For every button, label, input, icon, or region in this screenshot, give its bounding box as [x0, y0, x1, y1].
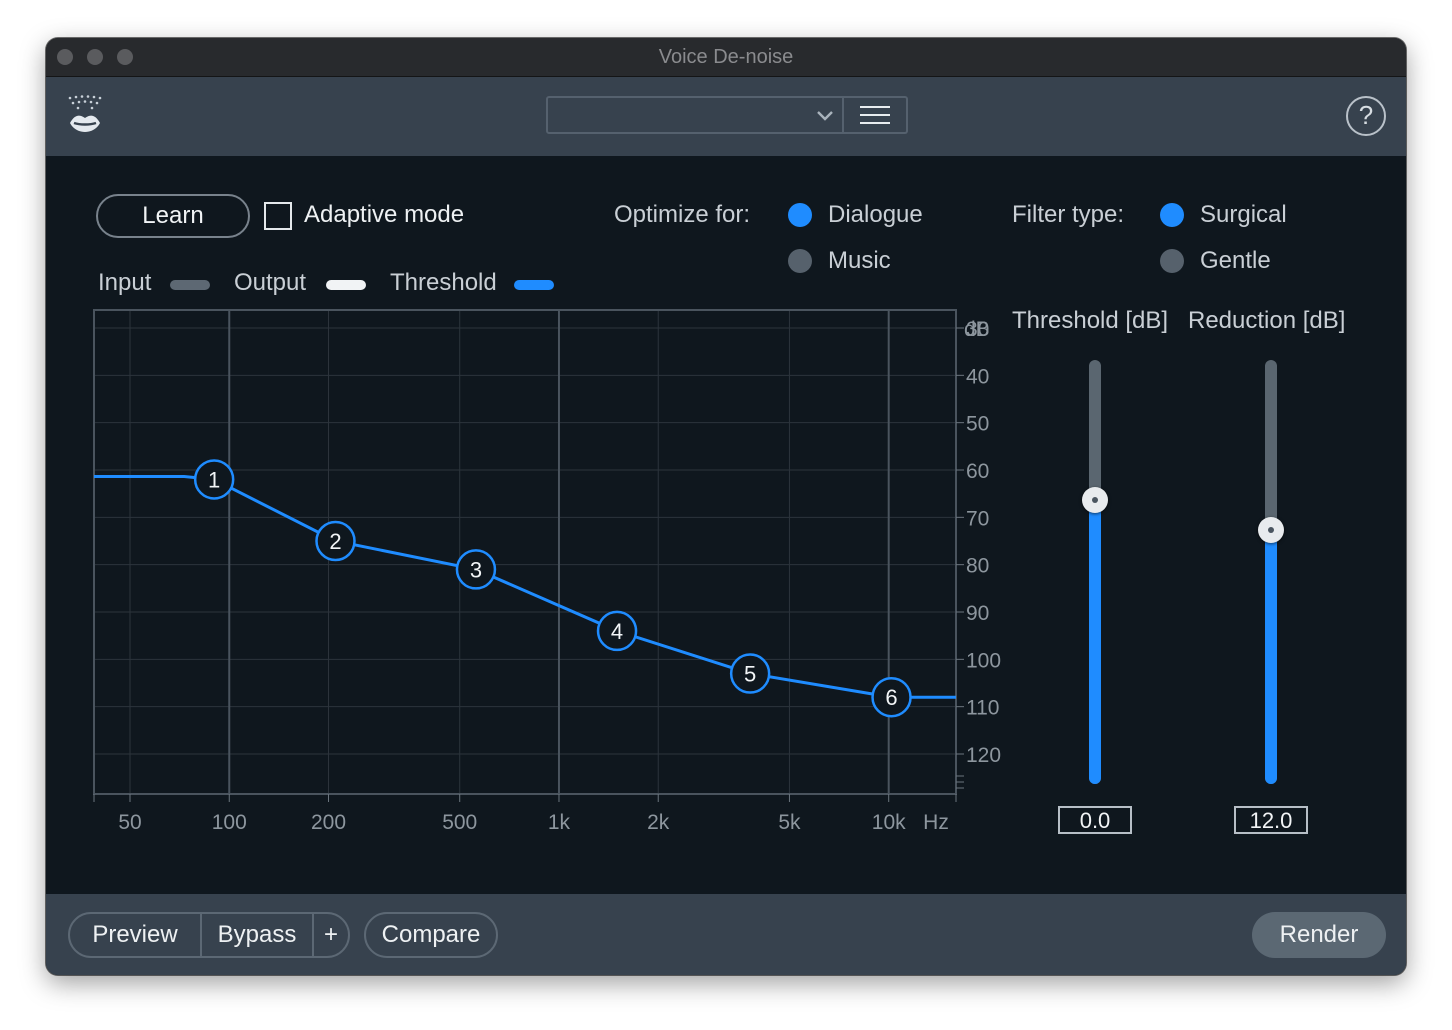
reduction-value-field[interactable]: 12.0	[1234, 806, 1308, 834]
threshold-node-circle[interactable]	[729, 653, 771, 694]
db-tick-label: 90	[966, 602, 989, 625]
db-tick-label: 60	[966, 460, 989, 483]
legend-output-label: Output	[234, 269, 307, 296]
freq-tick-label: 50	[118, 811, 141, 834]
threshold-node-label: 3	[470, 557, 482, 582]
radio-gentle[interactable]	[1160, 249, 1184, 273]
adaptive-mode-label: Adaptive mode	[304, 201, 465, 228]
db-tick-label: 120	[966, 744, 1001, 767]
threshold-node[interactable]: 6	[871, 676, 912, 718]
threshold-curve	[94, 474, 956, 699]
radio-music[interactable]	[788, 249, 812, 273]
radio-gentle-label: Gentle	[1200, 247, 1271, 274]
minimize-window-button[interactable]	[87, 49, 103, 65]
preset-dropdown[interactable]	[546, 96, 844, 134]
adaptive-mode-checkbox[interactable]	[264, 202, 292, 230]
plugin-header: ?	[46, 77, 1406, 156]
threshold-value-field[interactable]: 0.0	[1058, 806, 1132, 834]
reduction-slider-label: Reduction [dB]	[1188, 307, 1346, 334]
main-panel: Learn Adaptive mode Optimize for: Dialog…	[46, 156, 1406, 894]
threshold-node[interactable]: 3	[455, 549, 497, 590]
freq-tick-label: 1k	[548, 811, 571, 834]
freq-tick-label: 200	[311, 811, 346, 834]
radio-surgical[interactable]	[1160, 203, 1184, 227]
grid-vertical	[129, 310, 890, 794]
db-tick-label: 80	[966, 555, 989, 578]
threshold-node-label: 4	[611, 619, 623, 644]
legend-threshold-label: Threshold	[390, 269, 497, 296]
threshold-slider-thumb[interactable]	[1082, 486, 1108, 513]
legend-output-swatch	[326, 280, 366, 290]
title-bar: Voice De-noise	[46, 38, 1406, 77]
threshold-node[interactable]: 2	[315, 520, 356, 562]
freq-tick-label: 10k	[872, 811, 906, 834]
frequency-axis: 50 100 200 500 1k 2k 5k 10k Hz	[93, 794, 957, 834]
threshold-node-label: 5	[744, 662, 756, 687]
grid-horizontal	[94, 327, 956, 755]
zoom-window-button[interactable]	[117, 49, 133, 65]
legend-input-label: Input	[98, 269, 152, 296]
help-button[interactable]: ?	[1346, 96, 1386, 136]
threshold-node-circle[interactable]	[455, 549, 497, 590]
legend-input-swatch	[170, 280, 210, 290]
graph-border	[93, 309, 957, 795]
radio-dialogue[interactable]	[788, 203, 812, 227]
threshold-node[interactable]: 1	[193, 459, 235, 500]
chevron-down-icon	[817, 111, 833, 121]
radio-dialogue-label: Dialogue	[828, 201, 923, 228]
db-tick-label: 110	[966, 697, 999, 720]
optimize-for-label: Optimize for:	[614, 201, 751, 228]
threshold-nodes[interactable]: 1 2 3 4 5 6	[193, 459, 912, 718]
compare-button[interactable]: Compare	[364, 912, 498, 958]
reduction-slider-fill	[1265, 529, 1277, 784]
db-tick-label: 40	[966, 365, 989, 388]
threshold-node-circle[interactable]	[596, 610, 638, 652]
add-button[interactable]: +	[312, 912, 350, 958]
db-tick-label: 70	[966, 507, 989, 530]
db-tick-label: 100	[966, 649, 1001, 672]
learn-button[interactable]: Learn	[96, 194, 250, 238]
preset-menu-button[interactable]	[844, 96, 908, 134]
threshold-node-circle[interactable]	[315, 520, 356, 562]
freq-tick-label: 5k	[778, 811, 801, 834]
threshold-node[interactable]: 5	[729, 653, 771, 694]
freq-unit-label: Hz	[923, 811, 949, 834]
radio-surgical-label: Surgical	[1200, 201, 1287, 228]
threshold-node-label: 2	[329, 529, 341, 554]
render-button[interactable]: Render	[1252, 912, 1386, 958]
db-unit-label: dB	[964, 318, 990, 341]
radio-music-label: Music	[828, 247, 891, 274]
threshold-slider-fill	[1089, 499, 1101, 784]
preview-button[interactable]: Preview	[68, 912, 202, 958]
threshold-node-circle[interactable]	[871, 676, 912, 718]
footer-bar: Preview Bypass + Compare Render	[46, 894, 1406, 975]
lips-icon	[68, 95, 102, 132]
db-tick-label: 30	[966, 318, 989, 341]
threshold-slider-label: Threshold [dB]	[1012, 307, 1169, 334]
filter-type-label: Filter type:	[1012, 201, 1125, 228]
close-window-button[interactable]	[57, 49, 73, 65]
freq-tick-label: 100	[212, 811, 247, 834]
freq-tick-label: 500	[442, 811, 477, 834]
db-tick-label: 50	[966, 413, 989, 436]
plugin-window: Voice De-noise	[46, 38, 1406, 975]
freq-tick-label: 2k	[647, 811, 670, 834]
bypass-button[interactable]: Bypass	[200, 912, 314, 958]
reduction-slider-thumb[interactable]	[1258, 516, 1284, 543]
threshold-node-label: 6	[885, 685, 897, 710]
threshold-node-label: 1	[208, 467, 220, 492]
threshold-node[interactable]: 4	[596, 610, 638, 652]
legend-threshold-swatch	[514, 280, 554, 290]
window-title: Voice De-noise	[658, 46, 794, 68]
threshold-node-circle[interactable]	[193, 459, 235, 500]
